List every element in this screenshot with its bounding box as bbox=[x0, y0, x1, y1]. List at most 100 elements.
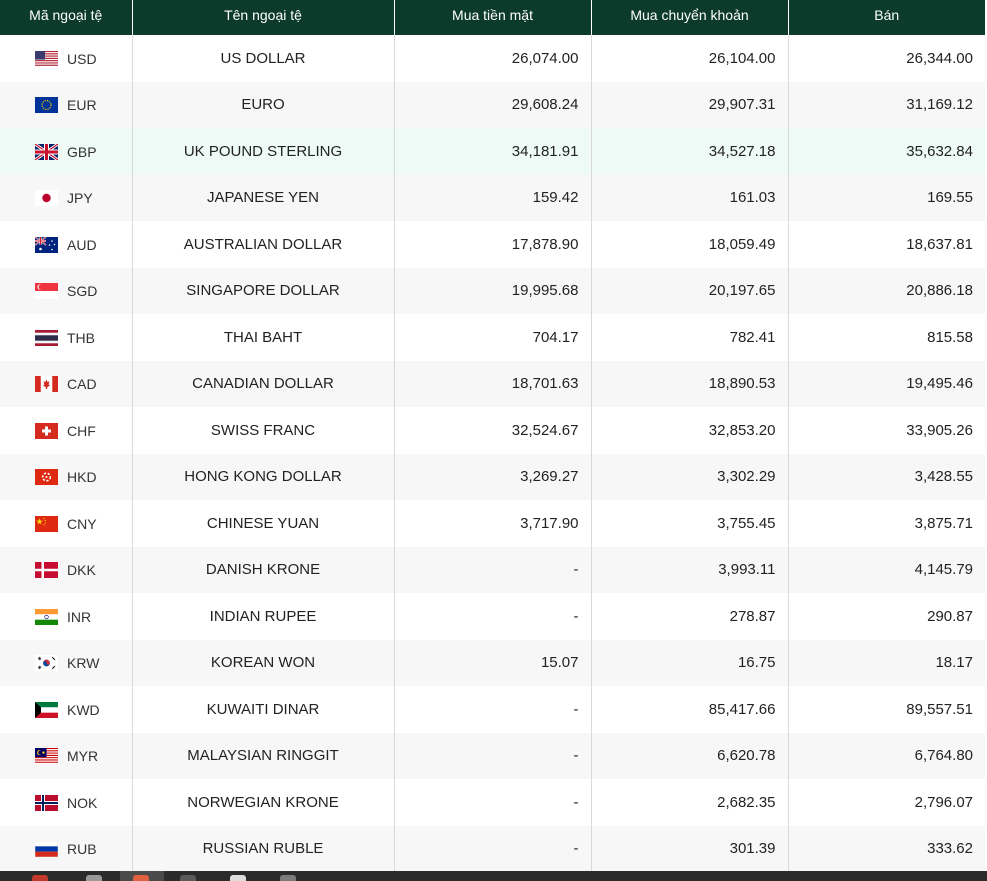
canada-flag-icon bbox=[35, 376, 58, 393]
cash-buy-rate: 19,995.68 bbox=[394, 267, 592, 314]
currency-name: RUSSIAN RUBLE bbox=[132, 825, 395, 872]
cash-buy-rate: 18,701.63 bbox=[394, 360, 592, 407]
uk-flag-icon bbox=[34, 142, 59, 161]
taskbar-app-icon[interactable] bbox=[86, 875, 102, 881]
currency-row-cny[interactable]: CNY CHINESE YUAN 3,717.90 3,755.45 3,875.71 bbox=[0, 500, 985, 547]
currency-code: JPY bbox=[67, 190, 93, 207]
cash-buy-rate: 17,878.90 bbox=[394, 221, 592, 268]
currency-name: EURO bbox=[132, 81, 395, 128]
malaysia-flag-icon bbox=[35, 748, 58, 765]
sell-rate: 3,428.55 bbox=[788, 453, 985, 500]
cash-buy-rate: 26,074.00 bbox=[394, 35, 592, 82]
currency-code-cell: GBP bbox=[0, 128, 133, 175]
sell-rate: 3,875.71 bbox=[788, 500, 985, 547]
transfer-buy-rate: 26,104.00 bbox=[591, 35, 789, 82]
currency-row-sgd[interactable]: SGD SINGAPORE DOLLAR 19,995.68 20,197.65 20,… bbox=[0, 267, 985, 314]
currency-code: KWD bbox=[67, 701, 100, 718]
south-korea-flag-icon bbox=[35, 655, 58, 672]
norway-flag-icon bbox=[35, 794, 58, 811]
currency-code-cell: DKK bbox=[0, 546, 133, 593]
currency-row-dkk[interactable]: DKK DANISH KRONE -3,993.11 4,145.79 bbox=[0, 546, 985, 593]
currency-code-cell: RUB bbox=[0, 825, 133, 872]
currency-code: HKD bbox=[67, 469, 97, 486]
column-header-name[interactable]: Tên ngoại tệ bbox=[132, 0, 395, 35]
cash-buy-rate: 34,181.91 bbox=[394, 128, 592, 175]
currency-row-cad[interactable]: CAD CANADIAN DOLLAR 18,701.63 18,890.53 19,4… bbox=[0, 360, 985, 407]
thailand-flag-icon bbox=[35, 329, 58, 346]
table-header: Mã ngoại tệ Tên ngoại tệ Mua tiền mặt Mu… bbox=[0, 0, 985, 35]
cash-buy-rate: 3,717.90 bbox=[394, 500, 592, 547]
eu-flag-icon bbox=[35, 97, 58, 114]
currency-row-krw[interactable]: KRW KOREAN WON 15.07 16.75 18.17 bbox=[0, 639, 985, 686]
sell-rate: 18.17 bbox=[788, 639, 985, 686]
currency-code-cell: KWD bbox=[0, 686, 133, 733]
transfer-buy-rate: 301.39 bbox=[591, 825, 789, 872]
cash-buy-rate: 29,608.24 bbox=[394, 81, 592, 128]
currency-row-kwd[interactable]: KWD KUWAITI DINAR -85,417.66 89,557.51 bbox=[0, 686, 985, 733]
cash-buy-rate: - bbox=[394, 546, 592, 593]
sell-rate: 4,145.79 bbox=[788, 546, 985, 593]
currency-row-nok[interactable]: NOK NORWEGIAN KRONE -2,682.35 2,796.07 bbox=[0, 779, 985, 826]
currency-row-hkd[interactable]: HKD HONG KONG DOLLAR 3,269.27 3,302.29 3,428… bbox=[0, 453, 985, 500]
cash-buy-rate: 3,269.27 bbox=[394, 453, 592, 500]
transfer-buy-rate: 782.41 bbox=[591, 314, 789, 361]
taskbar-app-icon[interactable] bbox=[230, 875, 246, 881]
transfer-buy-rate: 161.03 bbox=[591, 174, 789, 221]
transfer-buy-rate: 18,059.49 bbox=[591, 221, 789, 268]
cash-buy-rate: - bbox=[394, 779, 592, 826]
cash-buy-rate: - bbox=[394, 593, 592, 640]
transfer-buy-rate: 29,907.31 bbox=[591, 81, 789, 128]
currency-row-usd[interactable]: USD US DOLLAR 26,074.00 26,104.00 26,344.00 bbox=[0, 35, 985, 82]
cash-buy-rate: - bbox=[394, 686, 592, 733]
taskbar-app-icon[interactable] bbox=[133, 875, 149, 881]
currency-name: SINGAPORE DOLLAR bbox=[132, 267, 395, 314]
sell-rate: 33,905.26 bbox=[788, 407, 985, 454]
sell-rate: 19,495.46 bbox=[788, 360, 985, 407]
currency-name: US DOLLAR bbox=[132, 35, 395, 82]
cash-buy-rate: 159.42 bbox=[394, 174, 592, 221]
taskbar-app-icon[interactable] bbox=[180, 875, 196, 881]
currency-name: MALAYSIAN RINGGIT bbox=[132, 732, 395, 779]
currency-code-cell: CAD bbox=[0, 360, 133, 407]
taskbar-app-icon[interactable] bbox=[32, 875, 48, 881]
column-header-code[interactable]: Mã ngoại tệ bbox=[0, 0, 133, 35]
currency-name: CANADIAN DOLLAR bbox=[132, 360, 395, 407]
currency-row-chf[interactable]: CHF SWISS FRANC 32,524.67 32,853.20 33,905.2… bbox=[0, 407, 985, 454]
currency-row-gbp[interactable]: GBP UK POUND STERLING 34,181.91 34,527.18 35… bbox=[0, 128, 985, 175]
hong-kong-flag-icon bbox=[35, 469, 58, 486]
sell-rate: 6,764.80 bbox=[788, 732, 985, 779]
cash-buy-rate: 704.17 bbox=[394, 314, 592, 361]
column-header-transfer-buy[interactable]: Mua chuyển khoản bbox=[591, 0, 789, 35]
column-header-cash-buy[interactable]: Mua tiền mặt bbox=[394, 0, 592, 35]
russia-flag-icon bbox=[34, 841, 59, 858]
transfer-buy-rate: 3,302.29 bbox=[591, 453, 789, 500]
currency-name: AUSTRALIAN DOLLAR bbox=[132, 221, 395, 268]
taskbar-app-icon[interactable] bbox=[280, 875, 296, 881]
transfer-buy-rate: 6,620.78 bbox=[591, 732, 789, 779]
sell-rate: 31,169.12 bbox=[788, 81, 985, 128]
currency-name: DANISH KRONE bbox=[132, 546, 395, 593]
table-body: USD US DOLLAR 26,074.00 26,104.00 26,344.00 E… bbox=[0, 35, 985, 872]
transfer-buy-rate: 18,890.53 bbox=[591, 360, 789, 407]
currency-name: THAI BAHT bbox=[132, 314, 395, 361]
currency-row-myr[interactable]: MYR MALAYSIAN RINGGIT -6,620.78 6,764.80 bbox=[0, 732, 985, 779]
currency-row-thb[interactable]: THB THAI BAHT 704.17 782.41 815.58 bbox=[0, 314, 985, 361]
currency-code-cell: CNY bbox=[0, 500, 133, 547]
currency-code: AUD bbox=[67, 236, 97, 253]
currency-code-cell: EUR bbox=[0, 81, 133, 128]
currency-code-cell: INR bbox=[0, 593, 133, 640]
currency-code: GBP bbox=[67, 143, 97, 160]
currency-row-rub[interactable]: RUB RUSSIAN RUBLE -301.39 333.62 bbox=[0, 825, 985, 872]
currency-row-jpy[interactable]: JPY JAPANESE YEN 159.42 161.03 169.55 bbox=[0, 174, 985, 221]
column-header-sell[interactable]: Bán bbox=[788, 0, 985, 35]
singapore-flag-icon bbox=[35, 283, 58, 300]
currency-code-cell: KRW bbox=[0, 639, 133, 686]
currency-row-eur[interactable]: EUR EURO 29,608.24 29,907.31 31,169.12 bbox=[0, 81, 985, 128]
currency-code: CHF bbox=[67, 422, 96, 439]
currency-row-aud[interactable]: AUD AUSTRALIAN DOLLAR 17,878.90 18,059.49 18… bbox=[0, 221, 985, 268]
china-flag-icon bbox=[35, 515, 58, 532]
currency-name: JAPANESE YEN bbox=[132, 174, 395, 221]
currency-row-inr[interactable]: INR INDIAN RUPEE -278.87 290.87 bbox=[0, 593, 985, 640]
transfer-buy-rate: 32,853.20 bbox=[591, 407, 789, 454]
